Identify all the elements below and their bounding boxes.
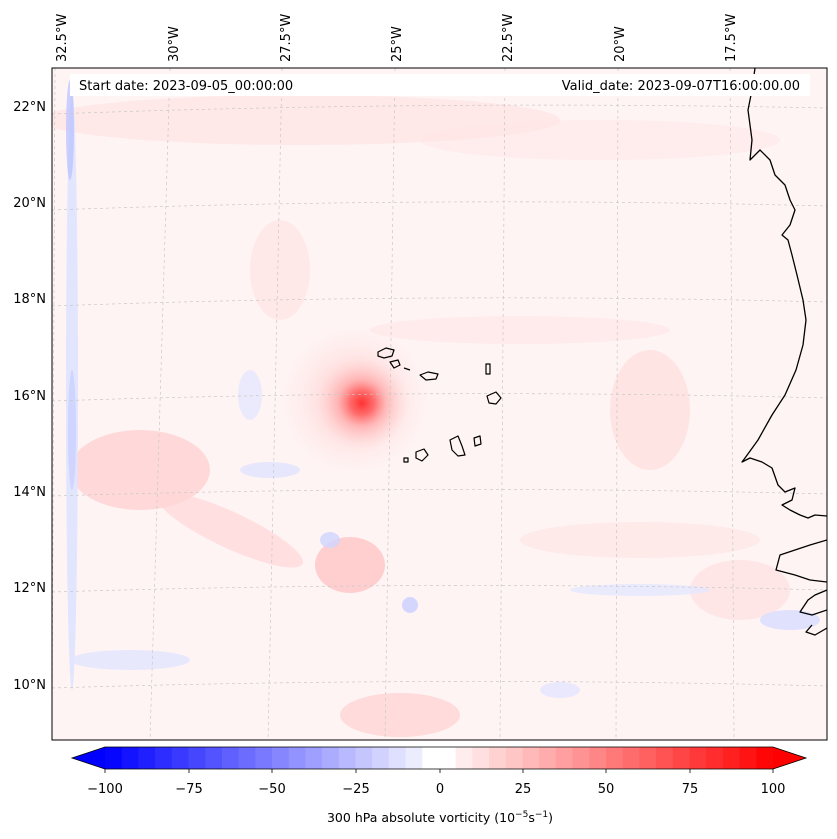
colorbar-segment <box>756 747 774 769</box>
colorbar-segment <box>706 747 724 769</box>
colorbar-segment <box>672 747 690 769</box>
colorbar-segment <box>221 747 240 769</box>
colorbar-segment <box>722 747 741 769</box>
lon-label: 32.5°W <box>55 14 70 62</box>
guinea-coast <box>799 589 827 616</box>
vortex-core <box>314 355 410 451</box>
colorbar-segment <box>555 747 574 769</box>
colorbar-ticks: −100 −75 −50 −25 0 25 50 75 100 <box>87 782 785 797</box>
lat-label: 22°N <box>13 100 46 115</box>
lon-label: 20°W <box>613 26 628 62</box>
colorbar-segment <box>355 747 373 769</box>
colorbar-segment <box>288 747 306 769</box>
colorbar-tick: 25 <box>515 782 532 797</box>
lat-label: 20°N <box>13 196 46 211</box>
colorbar-segment <box>589 747 607 769</box>
map-frame <box>51 67 828 741</box>
cape-verde-islands <box>377 347 502 463</box>
colorbar-segment <box>689 747 707 769</box>
lat-label: 18°N <box>13 292 46 307</box>
colorbar-segment <box>338 747 356 769</box>
colorbar-segment <box>639 747 657 769</box>
colorbar-tick: −25 <box>342 782 369 797</box>
colorbar-segment <box>138 747 156 769</box>
colorbar-segment <box>388 747 407 769</box>
map-background <box>52 68 827 740</box>
colorbar-tick: 75 <box>682 782 699 797</box>
colorbar-tick: −50 <box>258 782 285 797</box>
colorbar-tick: −75 <box>175 782 202 797</box>
lon-label: 17.5°W <box>724 14 739 62</box>
lat-label: 10°N <box>13 678 46 693</box>
colorbar-segment <box>572 747 590 769</box>
colorbar-label: 300 hPa absolute vorticity (10−5s−1) <box>327 810 553 825</box>
colorbar-segment <box>505 747 523 769</box>
colorbar-segment <box>622 747 640 769</box>
colorbar-segment <box>656 747 674 769</box>
colorbar-extend-max <box>773 747 806 769</box>
colorbar-extend-min <box>72 747 105 769</box>
colorbar-segment <box>322 747 340 769</box>
lat-label: 16°N <box>13 389 46 404</box>
colorbar-segment <box>439 747 457 769</box>
colorbar-segment <box>121 747 139 769</box>
colorbar-segment <box>155 747 173 769</box>
colorbar-segment <box>606 747 624 769</box>
header-box <box>70 74 810 96</box>
colorbar-tick: 0 <box>436 782 444 797</box>
colorbar-segment <box>489 747 507 769</box>
colorbar-segment <box>455 747 473 769</box>
bissagos-coast <box>805 624 827 636</box>
colorbar-segment <box>238 747 256 769</box>
lat-label: 12°N <box>13 581 46 596</box>
valid-date-label: Valid_date: 2023-09-07T16:00:00.00 <box>562 79 800 94</box>
map-panel <box>52 68 827 740</box>
colorbar-segment <box>372 747 390 769</box>
colorbar-segment <box>405 747 423 769</box>
colorbar-segment <box>422 747 440 769</box>
colorbar-segment <box>255 747 273 769</box>
colorbar-segment <box>272 747 290 769</box>
graticule <box>52 68 827 740</box>
colorbar-segment <box>539 747 557 769</box>
vorticity-field <box>52 80 820 737</box>
colorbar-tick: −100 <box>87 782 123 797</box>
colorbar-segment <box>205 747 223 769</box>
lat-label: 14°N <box>13 485 46 500</box>
colorbar-tick: 50 <box>598 782 615 797</box>
africa-coastline-south <box>775 539 827 583</box>
lon-label: 30°W <box>167 26 182 62</box>
longitude-labels: 32.5°W 30°W 27.5°W 25°W 22.5°W 20°W 17.5… <box>55 14 739 62</box>
colorbar-tick: 100 <box>761 782 786 797</box>
africa-coastline <box>741 68 827 519</box>
lon-label: 27.5°W <box>279 14 294 62</box>
start-date-label: Start date: 2023-09-05_00:00:00 <box>79 79 293 94</box>
colorbar-segment <box>171 747 189 769</box>
colorbar-segment <box>472 747 490 769</box>
lon-label: 25°W <box>390 26 405 62</box>
lon-label: 22.5°W <box>501 14 516 62</box>
colorbar-segment <box>305 747 323 769</box>
colorbar <box>70 746 808 773</box>
colorbar-segment <box>522 747 540 769</box>
latitude-labels: 22°N 20°N 18°N 16°N 14°N 12°N 10°N <box>13 100 46 693</box>
colorbar-segment <box>105 747 123 769</box>
colorbar-segment <box>739 747 757 769</box>
colorbar-segment <box>188 747 206 769</box>
